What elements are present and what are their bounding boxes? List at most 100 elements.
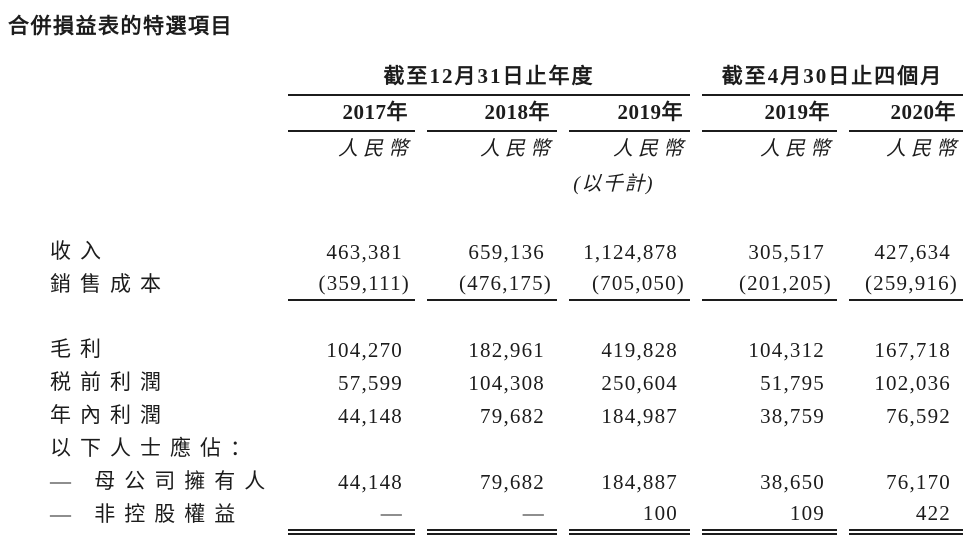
value-text: 167,718 xyxy=(874,338,952,362)
cell-value: 38,650 xyxy=(702,470,837,498)
year-header: 2020年 xyxy=(849,96,964,132)
value-text: 79,682 xyxy=(480,470,545,494)
table-row: 年內利潤 44,148 79,682 184,987 38,759 76,592 xyxy=(50,399,963,432)
table-row: 毛利 104,270 182,961 419,828 104,312 167,718 xyxy=(50,333,963,366)
table-body: 收入 463,381 659,136 1,124,878 305,517 427,634 銷… xyxy=(50,235,964,538)
year-header: 2018年 xyxy=(427,96,557,132)
value-text: 109 xyxy=(789,501,826,525)
col-group-label-four-months: 截至4月30日止四個月 xyxy=(702,60,964,96)
value-text: 38,759 xyxy=(760,404,826,428)
header-spacer-row xyxy=(50,199,963,235)
cell-value: 38,759 xyxy=(702,404,837,432)
cell-value: 57,599 xyxy=(288,371,415,399)
row-label: 銷售成本 xyxy=(50,272,170,296)
value-text: 102,036 xyxy=(874,371,952,395)
double-rule xyxy=(427,533,557,538)
unit-note: (以千計) xyxy=(573,173,655,195)
income-statement-table: 截至12月31日止年度 截至4月30日止四個月 2017年 2018年 2019… xyxy=(50,60,964,538)
cell-value: 250,604 xyxy=(569,371,690,399)
value-text: 38,650 xyxy=(760,470,826,494)
cell-value: 104,270 xyxy=(288,338,415,366)
value-text: 104,270 xyxy=(326,338,403,362)
cell-value: 463,381 xyxy=(288,240,415,268)
value-text: 250,604 xyxy=(601,371,679,395)
cell-value: 109 xyxy=(702,501,838,531)
currency-header: 人民幣 xyxy=(338,138,413,160)
cell-value: 76,592 xyxy=(849,404,963,432)
year-header: 2019年 xyxy=(702,96,838,132)
table-row: 銷售成本 (359,111) (476,175) (705,050) (201,205)… xyxy=(50,268,964,301)
table-row: — 母公司擁有人 44,148 79,682 184,887 38,650 76,170 xyxy=(50,465,963,498)
cell-value: 79,682 xyxy=(427,404,557,432)
value-text: 100 xyxy=(642,501,679,525)
value-text: 419,828 xyxy=(601,338,679,362)
value-text: 104,312 xyxy=(748,338,826,362)
cell-value: (359,111) xyxy=(288,271,415,301)
row-label: 收入 xyxy=(50,239,110,263)
currency-header-row: 人民幣 人民幣 人民幣 人民幣 人民幣 xyxy=(50,132,963,164)
cell-value: 182,961 xyxy=(427,338,557,366)
value-text: 184,887 xyxy=(601,470,679,494)
year-header-row: 2017年 2018年 2019年 2019年 2020年 xyxy=(50,96,964,132)
value-text: 182,961 xyxy=(468,338,545,362)
value-text: 44,148 xyxy=(338,470,403,494)
cell-value: 104,308 xyxy=(427,371,557,399)
value-text: 463,381 xyxy=(326,240,403,264)
cell-value: 422 xyxy=(849,501,964,531)
value-text: — xyxy=(380,501,403,525)
year-header: 2019年 xyxy=(569,96,691,132)
value-text: 57,599 xyxy=(338,371,403,395)
value-text: (705,050) xyxy=(591,271,686,295)
table-row: 收入 463,381 659,136 1,124,878 305,517 427,634 xyxy=(50,235,963,268)
value-text: 1,124,878 xyxy=(583,240,679,264)
value-text: (476,175) xyxy=(458,271,552,295)
value-text: 104,308 xyxy=(468,371,545,395)
table-row: — 非控股權益 — — 100 109 422 xyxy=(50,498,964,531)
cell-value: (476,175) xyxy=(427,271,557,301)
currency-header: 人民幣 xyxy=(613,138,689,160)
row-label: 毛利 xyxy=(50,337,110,361)
cell-value: 167,718 xyxy=(849,338,963,366)
cell-value: 305,517 xyxy=(702,240,837,268)
cell-value: 102,036 xyxy=(849,371,963,399)
value-text: (201,205) xyxy=(738,271,833,295)
value-text: 79,682 xyxy=(480,404,545,428)
col-group-label-annual: 截至12月31日止年度 xyxy=(288,60,691,96)
cell-value: 44,148 xyxy=(288,404,415,432)
double-rule xyxy=(569,533,691,538)
row-label: 以下人士應佔： xyxy=(50,436,260,460)
value-text: (359,111) xyxy=(318,271,410,295)
value-text: (259,916) xyxy=(864,271,959,295)
cell-value: 44,148 xyxy=(288,470,415,498)
cell-value: 1,124,878 xyxy=(569,240,690,268)
page-title: 合併損益表的特選項目 xyxy=(8,14,233,38)
cell-value: 659,136 xyxy=(427,240,557,268)
table-row: 以下人士應佔： xyxy=(50,432,963,465)
cell-value: (705,050) xyxy=(569,271,691,301)
cell-value: (259,916) xyxy=(849,271,964,301)
double-rule xyxy=(702,533,838,538)
cell-value: — xyxy=(288,501,415,531)
row-label: 税前利潤 xyxy=(50,370,170,394)
row-label: — 母公司擁有人 xyxy=(50,469,275,493)
value-text: 76,592 xyxy=(886,404,952,428)
currency-header: 人民幣 xyxy=(760,138,836,160)
value-text: 76,170 xyxy=(886,470,952,494)
cell-value: 79,682 xyxy=(427,470,557,498)
value-text: — xyxy=(522,501,545,525)
year-header: 2017年 xyxy=(288,96,415,132)
value-text: 184,987 xyxy=(601,404,679,428)
value-text: 427,634 xyxy=(874,240,952,264)
spacer-row xyxy=(50,301,963,333)
currency-header: 人民幣 xyxy=(480,138,555,160)
unit-note-row: (以千計) xyxy=(50,164,963,199)
table-row: 税前利潤 57,599 104,308 250,604 51,795 102,036 xyxy=(50,366,963,399)
table-header: 截至12月31日止年度 截至4月30日止四個月 2017年 2018年 2019… xyxy=(50,60,964,235)
cell-value: (201,205) xyxy=(702,271,838,301)
column-group-row: 截至12月31日止年度 截至4月30日止四個月 xyxy=(50,60,964,96)
double-rule-row xyxy=(50,531,964,538)
currency-header: 人民幣 xyxy=(886,138,962,160)
value-text: 305,517 xyxy=(748,240,826,264)
row-label: — 非控股權益 xyxy=(50,502,245,526)
